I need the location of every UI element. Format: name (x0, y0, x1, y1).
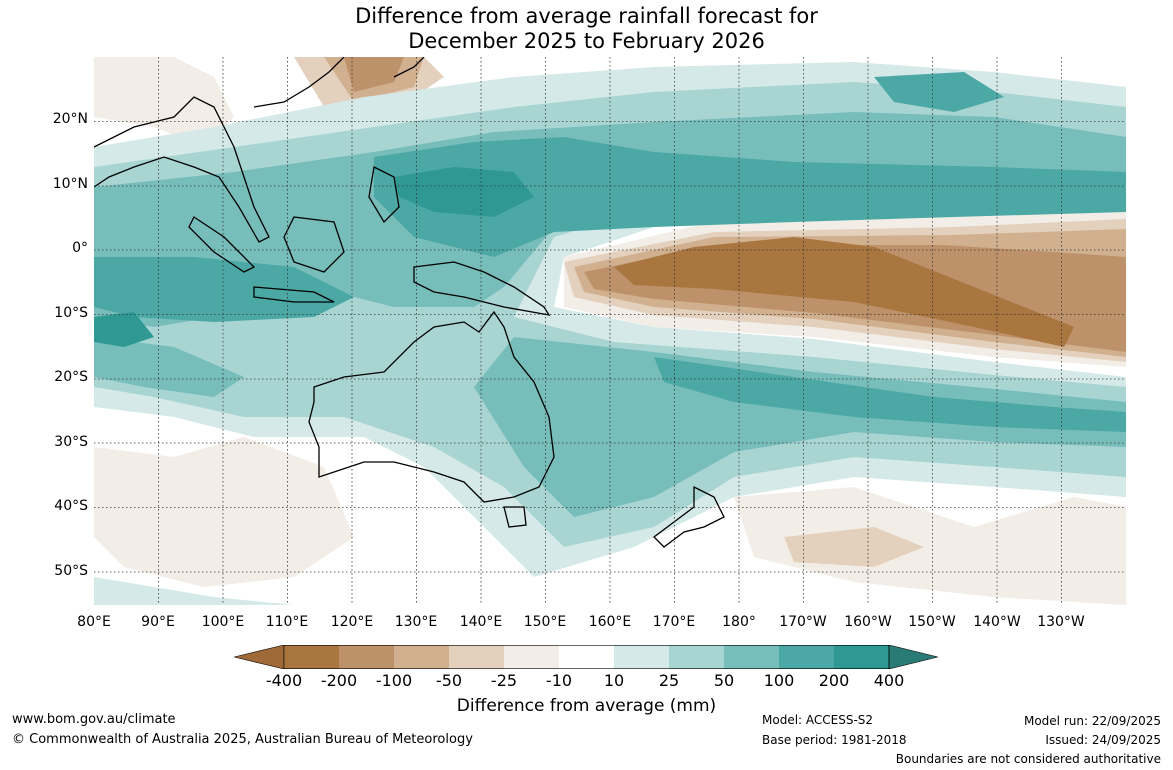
sumatra-coast (188, 216, 256, 273)
colorbar-tick-label: 50 (713, 671, 735, 690)
model-name: Model: ACCESS-S2 (762, 713, 874, 727)
lat-label-10s: 10°S (54, 305, 88, 321)
colorbar-tick-label: -25 (490, 671, 518, 690)
lon-label-110e: 110°E (265, 614, 309, 630)
colorbar-segment-8 (669, 645, 724, 669)
lon-label-120e: 120°E (330, 614, 374, 630)
lat-label-20s: 20°S (54, 369, 88, 385)
colorbar-tick-label: -100 (375, 671, 413, 690)
java-coast (253, 286, 335, 303)
issued-date: Issued: 24/09/2025 (1045, 733, 1161, 747)
lat-label-30s: 30°S (54, 434, 88, 450)
colorbar-tick-label: -400 (265, 671, 303, 690)
colorbar-tick-label: 100 (763, 671, 795, 690)
rainfall-anomaly-map (94, 57, 1126, 605)
lon-label-130e: 130°E (394, 614, 438, 630)
lon-label-150w: 150°W (908, 614, 956, 630)
colorbar-title: Difference from average (mm) (456, 696, 717, 716)
wet-anomaly-very-strong (94, 72, 1126, 432)
dry-anomaly-extreme (614, 237, 1074, 347)
lat-label-10n: 10°N (52, 176, 88, 192)
lon-label-90e: 90°E (141, 614, 175, 630)
colorbar-segment-7 (614, 645, 669, 669)
lat-label-20n: 20°N (52, 111, 88, 127)
colorbar-segment-11 (834, 645, 889, 669)
colorbar-segment-12 (888, 645, 938, 669)
colorbar-tick-label: 10 (603, 671, 625, 690)
colorbar-segment-5 (504, 645, 559, 669)
lat-label-0: 0° (72, 240, 88, 256)
boundaries-disclaimer: Boundaries are not considered authoritat… (895, 752, 1161, 766)
title-line-1: Difference from average rainfall forecas… (355, 4, 818, 28)
lon-label-140e: 140°E (459, 614, 503, 630)
map-canvas (94, 57, 1126, 605)
colorbar-segment-0 (234, 645, 285, 669)
colorbar-segment-4 (449, 645, 504, 669)
map-title: Difference from average rainfall forecas… (0, 4, 1173, 54)
new-guinea-coast (413, 261, 551, 316)
title-line-2: December 2025 to February 2026 (408, 29, 765, 53)
lon-label-140w: 140°W (973, 614, 1021, 630)
wet-anomaly-extreme (94, 167, 534, 347)
colorbar-segment-1 (284, 645, 339, 669)
lat-label-40s: 40°S (54, 498, 88, 514)
colorbar (234, 645, 938, 669)
colorbar-tick-label: -200 (320, 671, 358, 690)
colorbar-segment-3 (394, 645, 449, 669)
coastlines (94, 57, 725, 548)
lon-label-80e: 80°E (77, 614, 111, 630)
colorbar-segment-9 (724, 645, 779, 669)
colorbar-tick-label: 200 (818, 671, 850, 690)
colorbar-tick-label: 400 (873, 671, 905, 690)
tasmania-coast (503, 506, 527, 528)
lon-label-160w: 160°W (844, 614, 892, 630)
asia-coast (94, 96, 270, 243)
lon-label-150e: 150°E (523, 614, 567, 630)
model-run-date: Model run: 22/09/2025 (1023, 714, 1161, 728)
philippines-coast (368, 166, 400, 224)
borneo-coast (283, 216, 345, 273)
lon-label-180: 180° (722, 614, 756, 630)
graticule (94, 57, 1126, 605)
colorbar-segment-10 (779, 645, 834, 669)
base-period: Base period: 1981-2018 (762, 733, 907, 747)
lon-label-170w: 170°W (779, 614, 827, 630)
colorbar-segment-6 (559, 645, 614, 669)
lat-label-50s: 50°S (54, 563, 88, 579)
lon-label-170e: 170°E (652, 614, 696, 630)
lon-label-100e: 100°E (201, 614, 245, 630)
lon-label-160e: 160°E (588, 614, 632, 630)
copyright: © Commonwealth of Australia 2025, Austra… (12, 732, 473, 747)
colorbar-tick-label: -50 (435, 671, 463, 690)
lon-label-130w: 130°W (1037, 614, 1085, 630)
website-link[interactable]: www.bom.gov.au/climate (12, 712, 176, 727)
colorbar-tick-label: -10 (545, 671, 573, 690)
australia-coast (308, 310, 555, 503)
new-zealand-coast (653, 485, 725, 548)
colorbar-segment-2 (339, 645, 394, 669)
colorbar-tick-label: 25 (658, 671, 680, 690)
